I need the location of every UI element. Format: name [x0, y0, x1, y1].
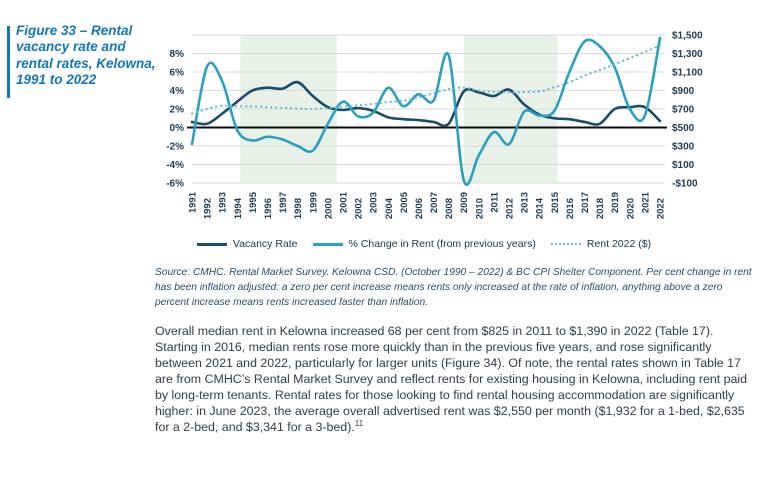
svg-text:-2%: -2%: [166, 142, 184, 153]
svg-text:2009: 2009: [459, 192, 470, 213]
svg-text:1998: 1998: [293, 198, 304, 219]
svg-text:2006: 2006: [414, 198, 425, 219]
footnote-marker: 11: [354, 418, 364, 428]
svg-text:-$100: -$100: [672, 179, 698, 190]
svg-text:1991: 1991: [188, 191, 199, 213]
figure-title: Figure 33 – Rental vacancy rate and rent…: [16, 23, 156, 88]
svg-text:2016: 2016: [565, 198, 576, 219]
chart-legend: Vacancy Rate % Change in Rent (from prev…: [168, 238, 680, 250]
svg-text:-4%: -4%: [166, 160, 184, 171]
svg-text:2007: 2007: [429, 192, 440, 213]
body-text: Overall median rent in Kelowna increased…: [155, 324, 748, 434]
legend-label-rent-2022: Rent 2022 ($): [586, 238, 652, 250]
svg-text:$300: $300: [672, 142, 695, 153]
svg-text:2019: 2019: [610, 192, 621, 213]
svg-text:$700: $700: [672, 105, 695, 116]
svg-text:2003: 2003: [369, 192, 380, 213]
svg-text:-6%: -6%: [166, 179, 184, 190]
svg-text:2014: 2014: [535, 197, 546, 219]
svg-text:8%: 8%: [170, 49, 185, 60]
svg-text:2%: 2%: [170, 105, 185, 116]
svg-text:2018: 2018: [595, 198, 606, 219]
svg-text:2005: 2005: [399, 191, 410, 213]
rent-2022-line-swatch: [550, 243, 581, 245]
svg-text:2000: 2000: [323, 198, 334, 219]
source-note: Source: CMHC. Rental Market Survey. Kelo…: [155, 267, 752, 308]
svg-text:2017: 2017: [580, 192, 591, 213]
svg-text:1997: 1997: [278, 192, 289, 213]
figure-accent-bar: [7, 26, 10, 98]
svg-text:2011: 2011: [489, 191, 500, 212]
svg-text:$100: $100: [672, 160, 695, 171]
svg-text:6%: 6%: [170, 68, 185, 79]
svg-text:2010: 2010: [474, 198, 485, 219]
svg-text:2021: 2021: [640, 191, 651, 213]
svg-text:$500: $500: [672, 123, 695, 134]
legend-item-rent-2022: Rent 2022 ($): [550, 238, 652, 250]
svg-text:1992: 1992: [203, 198, 214, 219]
legend-item-vacancy-rate: Vacancy Rate: [196, 238, 298, 250]
svg-text:4%: 4%: [170, 86, 185, 97]
svg-text:1995: 1995: [248, 191, 259, 213]
svg-text:2002: 2002: [354, 198, 365, 219]
legend-item-rent-change: % Change in Rent (from previous years): [312, 238, 536, 250]
svg-text:2015: 2015: [550, 191, 561, 213]
body-paragraph: Overall median rent in Kelowna increased…: [155, 323, 755, 435]
svg-text:1994: 1994: [233, 197, 244, 219]
svg-text:1996: 1996: [263, 198, 274, 219]
rent-change-line-swatch: [312, 242, 343, 246]
svg-text:1993: 1993: [218, 192, 229, 213]
svg-text:2022: 2022: [656, 198, 667, 219]
svg-text:$1,300: $1,300: [672, 49, 703, 60]
svg-text:$1,500: $1,500: [672, 31, 703, 42]
svg-text:2012: 2012: [505, 198, 516, 219]
legend-label-rent-change: % Change in Rent (from previous years): [348, 238, 536, 250]
svg-text:0%: 0%: [170, 123, 185, 134]
vacancy-rate-line-swatch: [196, 242, 227, 246]
figure-chart: 8% 6% 4% 2% 0% -2% -4% -6% $1,500 $1,300 $1,100 $90…: [166, 31, 703, 220]
svg-text:2013: 2013: [520, 192, 531, 213]
svg-text:1999: 1999: [308, 192, 319, 213]
svg-text:2008: 2008: [444, 198, 455, 219]
svg-text:2020: 2020: [625, 198, 636, 219]
svg-text:$900: $900: [672, 86, 695, 97]
svg-text:$1,100: $1,100: [672, 68, 703, 79]
svg-text:2004: 2004: [384, 197, 395, 219]
svg-text:2001: 2001: [338, 191, 349, 213]
legend-label-vacancy-rate: Vacancy Rate: [232, 238, 298, 250]
